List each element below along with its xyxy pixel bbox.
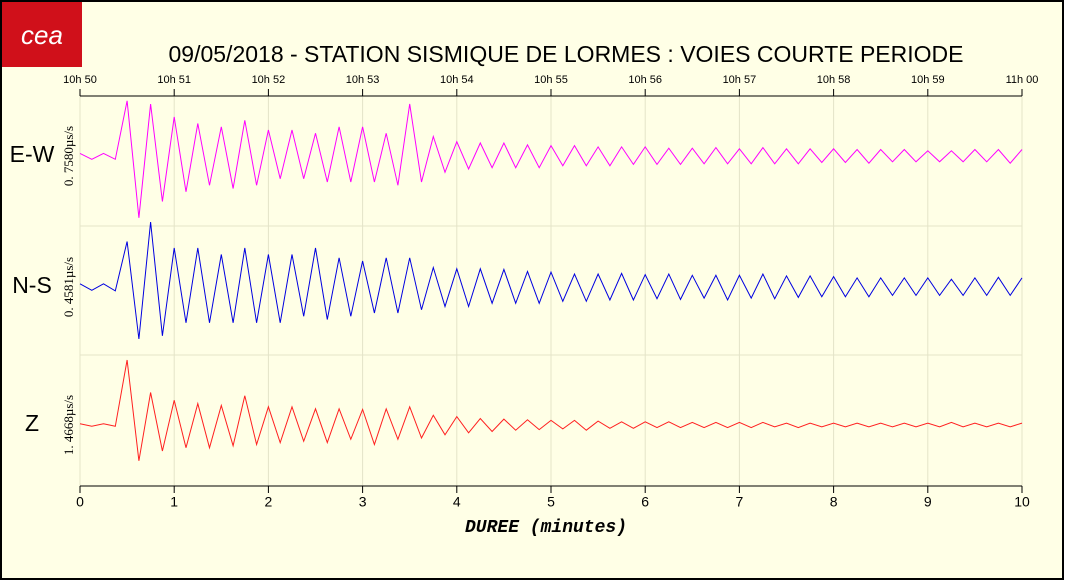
scale-label: 1. 4668µs/s: [61, 395, 76, 455]
x-tick-label: 10: [1014, 494, 1030, 510]
x-tick-label: 0: [76, 494, 84, 510]
x-tick-label: 8: [830, 494, 838, 510]
channel-name: Z: [25, 410, 39, 436]
x-tick-label: 7: [736, 494, 744, 510]
x2-tick-label: 10h 50: [63, 74, 97, 86]
trace: [79, 221, 1023, 340]
x-tick-label: 5: [547, 494, 555, 510]
trace: [79, 359, 1023, 461]
logo-box: [2, 2, 82, 67]
x-tick-label: 2: [265, 494, 273, 510]
x-tick-label: 3: [359, 494, 367, 510]
x2-tick-label: 10h 54: [440, 74, 474, 86]
chart-title: 09/05/2018 - STATION SISMIQUE DE LORMES …: [169, 41, 964, 67]
x2-tick-label: 10h 52: [252, 74, 286, 86]
x-tick-label: 6: [641, 494, 649, 510]
x2-tick-label: 10h 53: [346, 74, 380, 86]
x2-tick-label: 10h 57: [723, 74, 757, 86]
logo: cea: [21, 20, 63, 50]
channel-name: E-W: [10, 141, 55, 167]
x-axis-label: DUREE (minutes): [465, 518, 627, 538]
channel-name: N-S: [12, 272, 52, 298]
x2-tick-label: 11h 00: [1006, 74, 1039, 86]
trace: [79, 100, 1023, 218]
x-tick-label: 9: [924, 494, 932, 510]
scale-label: 0. 4581µs/s: [61, 257, 76, 317]
x2-tick-label: 10h 55: [534, 74, 568, 86]
x-tick-label: 4: [453, 494, 461, 510]
scale-label: 0. 7580µs/s: [61, 126, 76, 186]
x2-tick-label: 10h 59: [911, 74, 945, 86]
x2-tick-label: 10h 58: [817, 74, 851, 86]
x2-tick-label: 10h 56: [628, 74, 662, 86]
x-tick-label: 1: [170, 494, 178, 510]
x2-tick-label: 10h 51: [157, 74, 191, 86]
